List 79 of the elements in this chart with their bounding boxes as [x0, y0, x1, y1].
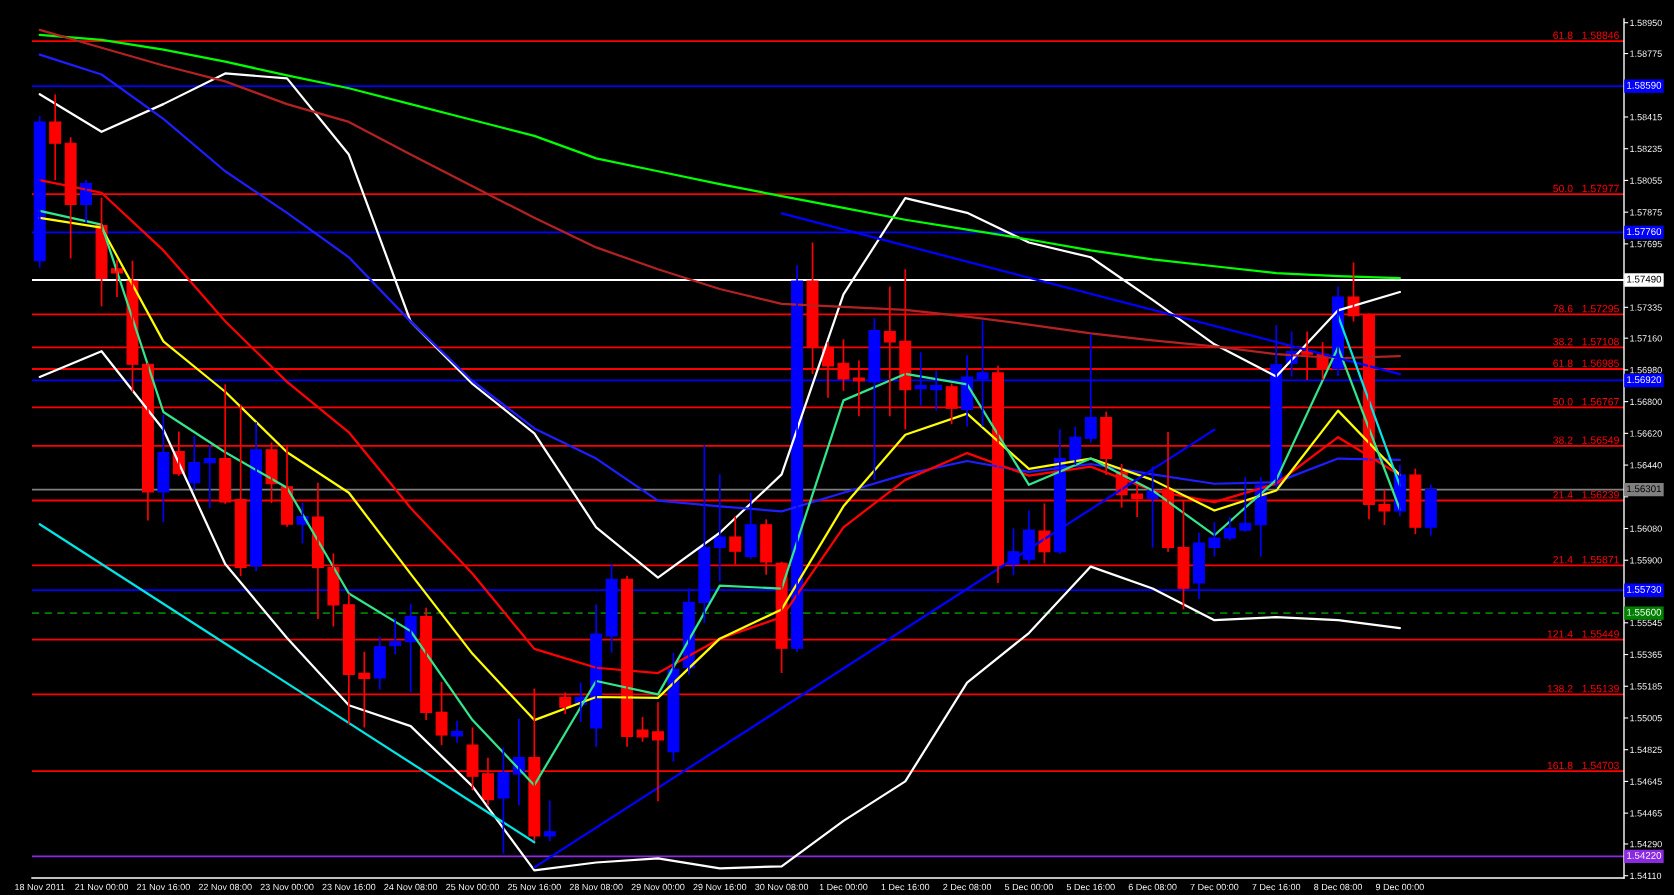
y-tick-label: 1.57695	[1630, 240, 1662, 248]
ref-line-label: 1.54220	[1627, 852, 1662, 859]
x-tick-label: 1 Dec 16:00	[881, 883, 930, 891]
line-series	[38, 53, 1401, 513]
ref-line-label: 1.56301	[1627, 485, 1662, 493]
y-tick-label: 1.54825	[1630, 746, 1662, 754]
ref-line-label: 1.57490	[1627, 275, 1662, 283]
candlestick	[636, 716, 649, 743]
y-tick-label: 1.55545	[1630, 619, 1662, 627]
ref-line-label: 1.56920	[1627, 376, 1662, 384]
x-tick-label: 30 Nov 08:00	[755, 883, 809, 891]
x-tick-label: 28 Nov 08:00	[569, 883, 623, 891]
y-tick-label: 1.57160	[1630, 335, 1662, 342]
x-tick-label: 7 Dec 16:00	[1252, 883, 1301, 891]
y-tick-label: 1.58950	[1630, 19, 1662, 27]
y-tick-label: 1.54465	[1630, 810, 1662, 817]
x-tick-label: 23 Nov 00:00	[260, 883, 314, 891]
candlestick	[543, 799, 556, 842]
annotation: 61.8 1.56985	[1553, 359, 1619, 367]
y-tick-label: 1.55900	[1630, 557, 1662, 564]
annotation: 78.6 1.57295	[1553, 304, 1619, 313]
annotation: 121.4 1.55449	[1547, 630, 1619, 638]
y-tick-label: 1.54645	[1630, 778, 1662, 785]
candlestick	[497, 746, 510, 855]
candlestick	[111, 258, 123, 298]
y-tick-label: 1.56800	[1630, 398, 1662, 405]
y-tick-label: 1.56080	[1630, 525, 1662, 532]
annotation: 21.4 1.55871	[1553, 555, 1619, 564]
x-tick-label: 24 Nov 08:00	[384, 883, 438, 891]
y-tick-label: 1.57875	[1630, 209, 1662, 216]
x-tick-label: 8 Dec 08:00	[1314, 883, 1363, 891]
line-series	[38, 28, 1401, 360]
y-tick-label: 1.58235	[1630, 145, 1662, 153]
annotation: 50.0 1.56767	[1553, 398, 1619, 406]
x-tick-label: 18 Nov 2011	[15, 883, 65, 891]
x-tick-label: 5 Dec 16:00	[1066, 883, 1115, 891]
annotation: 161.8 1.54703	[1547, 761, 1619, 770]
x-tick-label: 25 Nov 00:00	[446, 883, 500, 891]
x-tick-label: 23 Nov 16:00	[322, 883, 376, 891]
x-tick-label: 5 Dec 00:00	[1004, 883, 1053, 891]
y-tick-label: 1.58055	[1630, 177, 1662, 184]
annotation: 61.8 1.58846	[1553, 31, 1619, 39]
annotation: 21.4 1.56239	[1553, 491, 1619, 499]
annotation: 50.0 1.57977	[1553, 184, 1619, 193]
line-series	[38, 33, 1401, 280]
x-tick-label: 21 Nov 16:00	[136, 883, 190, 891]
x-tick-label: 29 Nov 00:00	[631, 883, 685, 891]
candlestick	[157, 413, 170, 524]
y-tick-label: 1.56440	[1630, 462, 1662, 469]
y-tick-label: 1.54110	[1630, 872, 1662, 880]
x-tick-label: 6 Dec 08:00	[1128, 883, 1177, 891]
y-tick-label: 1.58775	[1630, 50, 1662, 57]
candlestick	[95, 196, 108, 308]
annotation: 138.2 1.55139	[1547, 684, 1619, 693]
ref-line-label: 1.58590	[1627, 81, 1662, 89]
x-tick-label: 21 Nov 00:00	[75, 883, 129, 891]
ref-line-label: 1.55600	[1627, 608, 1662, 616]
candlestick	[451, 719, 464, 744]
x-tick-label: 25 Nov 16:00	[507, 883, 561, 891]
y-tick-label: 1.56620	[1630, 430, 1662, 437]
y-tick-label: 1.55185	[1630, 683, 1662, 690]
y-tick-label: 1.56980	[1630, 366, 1662, 374]
annotation: 38.2 1.56549	[1553, 436, 1619, 444]
x-tick-label: 29 Nov 16:00	[693, 883, 747, 891]
y-tick-label: 1.58415	[1630, 113, 1662, 121]
x-tick-label: 9 Dec 00:00	[1375, 883, 1424, 891]
x-tick-label: 7 Dec 00:00	[1190, 883, 1239, 891]
y-tick-label: 1.55005	[1630, 714, 1662, 722]
ref-line-label: 1.55730	[1627, 585, 1662, 593]
annotation: 38.2 1.57108	[1553, 337, 1619, 346]
candlestick	[1208, 521, 1221, 558]
y-tick-label: 1.57335	[1630, 304, 1662, 311]
x-tick-label: 22 Nov 08:00	[198, 883, 252, 891]
x-tick-label: 2 Dec 08:00	[943, 883, 992, 891]
x-tick-label: 1 Dec 00:00	[819, 883, 868, 891]
ref-line-label: 1.57760	[1627, 228, 1662, 236]
y-tick-label: 1.55365	[1630, 651, 1662, 658]
line-series	[38, 350, 1401, 872]
y-tick-label: 1.54290	[1630, 840, 1662, 848]
